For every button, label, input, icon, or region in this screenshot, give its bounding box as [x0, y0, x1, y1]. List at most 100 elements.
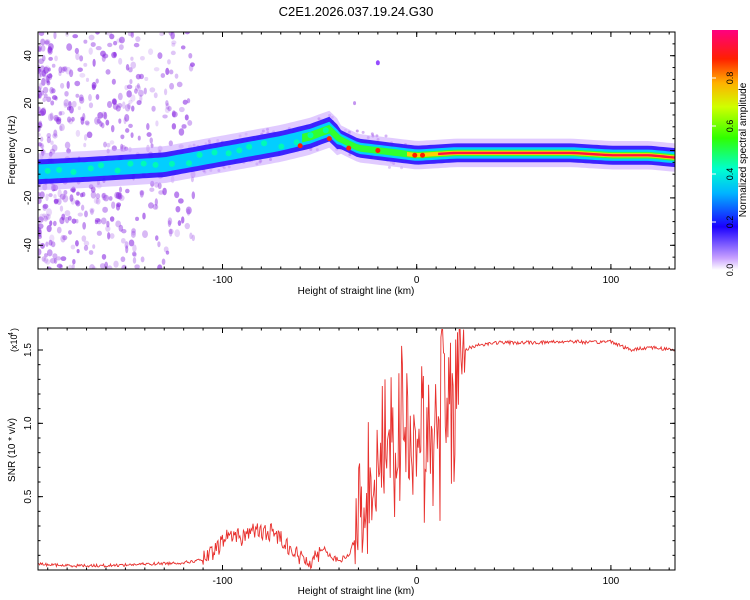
- noise-speckle: [92, 244, 96, 249]
- noise-speckle: [114, 191, 120, 199]
- noise-speckle: [38, 248, 42, 256]
- noise-speckle: [75, 93, 80, 98]
- noise-speckle: [47, 67, 51, 72]
- noise-speckle: [167, 217, 173, 226]
- noise-speckle: [46, 208, 53, 217]
- noise-speckle: [137, 135, 141, 141]
- noise-speckle: [56, 256, 62, 261]
- noise-speckle: [42, 213, 46, 218]
- noise-speckle: [174, 229, 181, 238]
- noise-speckle: [102, 206, 108, 213]
- noise-speckle: [153, 92, 158, 99]
- noise-speckle: [78, 94, 84, 102]
- noise-speckle: [149, 87, 156, 93]
- y-tick-label: 1.5: [23, 343, 34, 357]
- noise-speckle: [165, 100, 169, 107]
- noise-speckle: [100, 50, 106, 57]
- noise-speckle: [83, 39, 88, 44]
- noise-speckle: [40, 142, 44, 149]
- noise-speckle: [132, 257, 137, 264]
- noise-speckle: [53, 32, 57, 40]
- noise-speckle: [142, 212, 146, 220]
- y-tick-label: 0.5: [23, 489, 34, 503]
- ridge-peak: [326, 136, 332, 142]
- noise-speckle: [38, 240, 41, 246]
- noise-speckle: [72, 258, 76, 265]
- y-tick-label: 0: [23, 147, 34, 153]
- noise-speckle: [169, 69, 174, 75]
- noise-speckle: [48, 72, 53, 80]
- noise-speckle: [129, 79, 133, 85]
- noise-speckle: [46, 96, 52, 103]
- noise-speckle: [58, 66, 63, 74]
- noise-speckle: [38, 71, 42, 80]
- noise-speckle: [47, 47, 53, 55]
- noise-speckle: [124, 114, 130, 122]
- noise-speckle: [52, 133, 58, 139]
- noise-speckle: [90, 42, 96, 47]
- snr-line-group: [38, 329, 675, 570]
- noise-speckle: [85, 122, 90, 127]
- noise-speckle: [66, 116, 72, 123]
- noise-speckle: [59, 205, 64, 212]
- noise-speckle: [50, 140, 54, 145]
- noise-speckle: [387, 165, 391, 169]
- noise-speckle: [95, 45, 102, 51]
- noise-speckle: [50, 100, 55, 106]
- noise-speckle: [94, 219, 99, 225]
- noise-speckle: [113, 260, 119, 268]
- noise-speckle: [184, 114, 189, 121]
- noise-speckle: [63, 190, 68, 195]
- noise-speckle: [59, 123, 65, 132]
- noise-speckle: [136, 83, 140, 89]
- noise-speckle: [178, 198, 184, 204]
- noise-speckle: [118, 186, 123, 193]
- noise-speckle: [85, 77, 90, 83]
- noise-speckle: [139, 73, 144, 80]
- x-tick-label: 0: [414, 576, 420, 587]
- noise-speckle: [38, 32, 45, 37]
- noise-speckle: [48, 56, 53, 61]
- ridge-blob: [196, 151, 203, 158]
- noise-speckle: [72, 34, 79, 39]
- noise-speckle: [122, 101, 126, 110]
- colorbar-ticks: 0.0 0.2 0.4 0.6 0.8: [712, 72, 735, 276]
- noise-speckle: [107, 265, 113, 269]
- noise-speckle: [83, 62, 88, 67]
- noise-speckle: [169, 82, 175, 90]
- noise-speckle: [184, 32, 191, 35]
- snr-ylabel: SNR (10 * v/v): [7, 418, 18, 482]
- noise-speckle: [188, 64, 194, 72]
- noise-speckle: [38, 126, 41, 133]
- noise-speckle: [109, 33, 115, 40]
- noise-speckle: [146, 123, 150, 131]
- noise-speckle: [188, 52, 193, 59]
- noise-speckle: [71, 218, 77, 224]
- noise-speckle: [133, 42, 140, 48]
- noise-speckle: [47, 249, 53, 257]
- ridge-blob: [44, 167, 51, 174]
- noise-speckle: [41, 69, 46, 77]
- noise-speckle: [49, 257, 56, 264]
- noise-speckle: [67, 215, 72, 221]
- noise-speckle: [158, 190, 164, 195]
- noise-speckle: [83, 244, 89, 251]
- noise-speckle: [43, 93, 48, 99]
- noise-speckle: [59, 110, 65, 116]
- noise-speckle: [89, 207, 95, 213]
- outlier-point: [375, 60, 380, 66]
- noise-speckle: [83, 134, 88, 141]
- noise-speckle: [105, 119, 110, 126]
- x-tick-label: 100: [603, 275, 620, 286]
- noise-speckle: [120, 237, 126, 244]
- noise-speckle: [101, 192, 107, 201]
- noise-speckle: [89, 264, 95, 269]
- ridge-blob: [56, 166, 63, 173]
- noise-speckle: [92, 58, 96, 67]
- noise-speckle: [169, 228, 173, 237]
- noise-speckle: [94, 116, 100, 125]
- noise-speckle: [48, 43, 54, 51]
- noise-speckle: [104, 261, 109, 269]
- noise-speckle: [65, 66, 72, 75]
